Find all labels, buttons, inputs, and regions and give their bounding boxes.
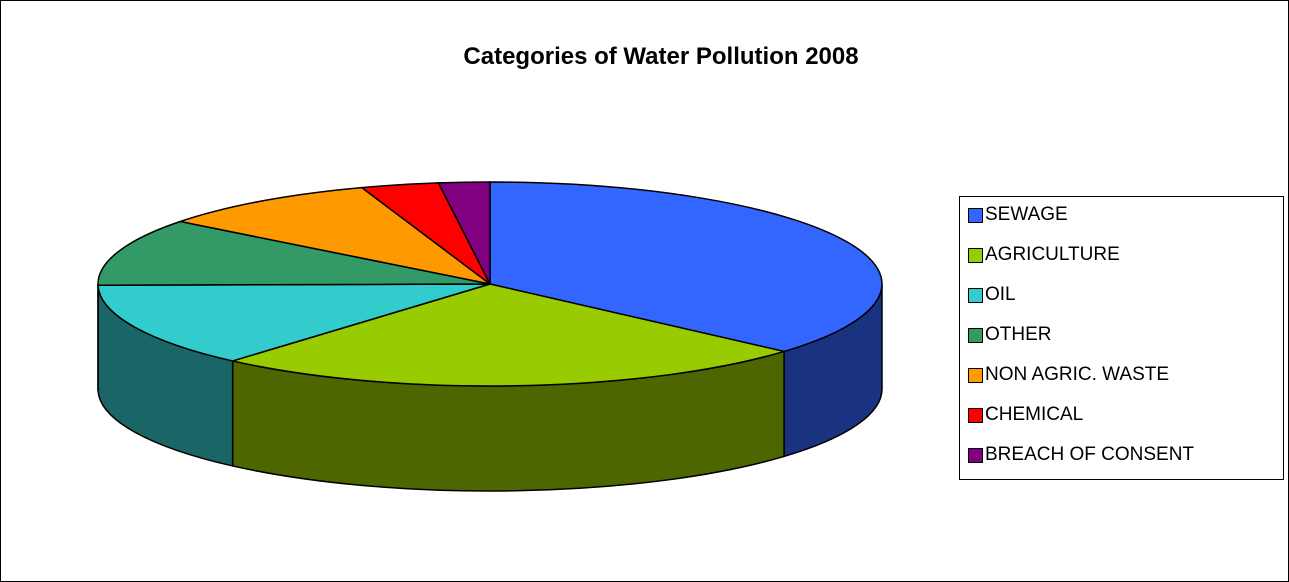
legend-swatch-oil	[968, 287, 983, 303]
pie-tops	[97, 181, 883, 387]
legend: SEWAGE AGRICULTURE OIL OTHER NON AGRIC. …	[959, 196, 1284, 480]
slice-oil	[97, 283, 491, 362]
legend-label-non-agric-waste: NON AGRIC. WASTE	[985, 364, 1170, 385]
slice-non-agric-waste	[177, 186, 491, 285]
legend-label-other: OTHER	[985, 324, 1052, 345]
legend-item-oil: OIL	[968, 281, 1016, 309]
slice-other	[97, 220, 491, 287]
legend-label-chemical: CHEMICAL	[985, 404, 1084, 425]
legend-label-oil: OIL	[985, 284, 1016, 305]
legend-swatch-other	[968, 327, 983, 343]
legend-swatch-non-agric-waste	[968, 367, 983, 383]
slice-sewage	[489, 181, 883, 353]
legend-item-sewage: SEWAGE	[968, 201, 1068, 229]
legend-item-non-agric-waste: NON AGRIC. WASTE	[968, 361, 1169, 389]
pie-sides	[97, 283, 883, 492]
legend-swatch-agriculture	[968, 247, 983, 263]
legend-item-agriculture: AGRICULTURE	[968, 241, 1120, 269]
legend-item-other: OTHER	[968, 321, 1052, 349]
legend-swatch-breach-of-consent	[968, 447, 983, 463]
legend-label-agriculture: AGRICULTURE	[985, 244, 1120, 265]
legend-label-breach-of-consent: BREACH OF CONSENT	[985, 444, 1195, 465]
legend-swatch-chemical	[968, 407, 983, 423]
legend-swatch-sewage	[968, 207, 983, 223]
legend-item-breach-of-consent: BREACH OF CONSENT	[968, 441, 1194, 469]
legend-label-sewage: SEWAGE	[985, 204, 1068, 225]
legend-item-chemical: CHEMICAL	[968, 401, 1083, 429]
chart-title: Categories of Water Pollution 2008	[463, 43, 859, 70]
slice-agriculture	[229, 283, 788, 387]
slice-breach-of-consent	[437, 181, 491, 285]
